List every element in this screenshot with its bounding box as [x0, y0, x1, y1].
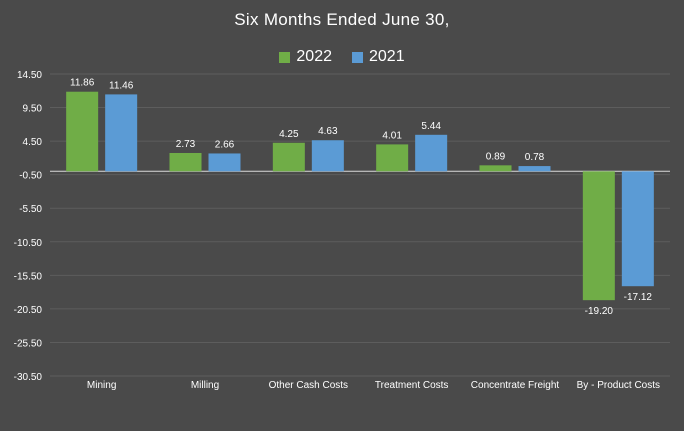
data-label: 11.86: [70, 78, 95, 89]
bar-2022-treatment-costs: [376, 144, 409, 172]
legend-label-2022: 2022: [296, 48, 332, 65]
x-category-label: Other Cash Costs: [269, 380, 348, 391]
data-label: -19.20: [585, 306, 614, 317]
data-label: 4.25: [279, 129, 299, 140]
bar-2022-mining: [66, 91, 99, 172]
bar-2021-mining: [105, 94, 138, 172]
y-tick-label: -0.50: [19, 171, 42, 182]
data-label: 2.73: [176, 139, 196, 150]
y-tick-label: 4.50: [23, 137, 43, 148]
y-tick-label: 14.50: [17, 70, 42, 81]
x-category-label: Treatment Costs: [375, 380, 449, 391]
legend-swatch-2021: [352, 51, 363, 63]
y-tick-label: -15.50: [14, 271, 43, 282]
legend-item-2021: 2021: [352, 48, 405, 66]
y-tick-label: 9.50: [23, 104, 43, 115]
legend: 2022 2021: [0, 48, 684, 66]
bar-2021-treatment-costs: [415, 134, 448, 172]
bar-2021-milling: [208, 153, 241, 172]
chart-title: Six Months Ended June 30,: [234, 10, 450, 29]
bar-2022-concentrate-freight: [479, 165, 512, 172]
data-label: 4.63: [318, 126, 338, 137]
data-label: 0.89: [486, 151, 506, 162]
y-tick-label: -20.50: [14, 305, 43, 316]
y-tick-label: -30.50: [14, 372, 43, 383]
data-label: 0.78: [525, 152, 545, 163]
data-label: -17.12: [624, 292, 653, 303]
legend-swatch-2022: [279, 51, 291, 63]
y-tick-label: -25.50: [14, 338, 43, 349]
bar-2021-other-cash-costs: [311, 140, 344, 172]
legend-label-2021: 2021: [369, 48, 405, 65]
x-category-label: Milling: [191, 380, 219, 391]
bar-2021-concentrate-freight: [518, 166, 551, 172]
bar-2021-by-product-costs: [621, 171, 654, 287]
legend-item-2022: 2022: [279, 48, 332, 66]
x-category-label: By - Product Costs: [577, 380, 660, 391]
y-tick-label: -5.50: [19, 204, 42, 215]
y-tick-label: -10.50: [14, 238, 43, 249]
data-label: 11.46: [109, 80, 134, 91]
x-category-label: Mining: [87, 380, 116, 391]
x-category-label: Concentrate Freight: [471, 380, 560, 391]
data-label: 4.01: [382, 130, 402, 141]
data-label: 5.44: [421, 121, 441, 132]
bar-2022-other-cash-costs: [272, 142, 305, 172]
bar-2022-by-product-costs: [582, 171, 615, 301]
data-label: 2.66: [215, 139, 235, 150]
bar-2022-milling: [169, 152, 202, 172]
